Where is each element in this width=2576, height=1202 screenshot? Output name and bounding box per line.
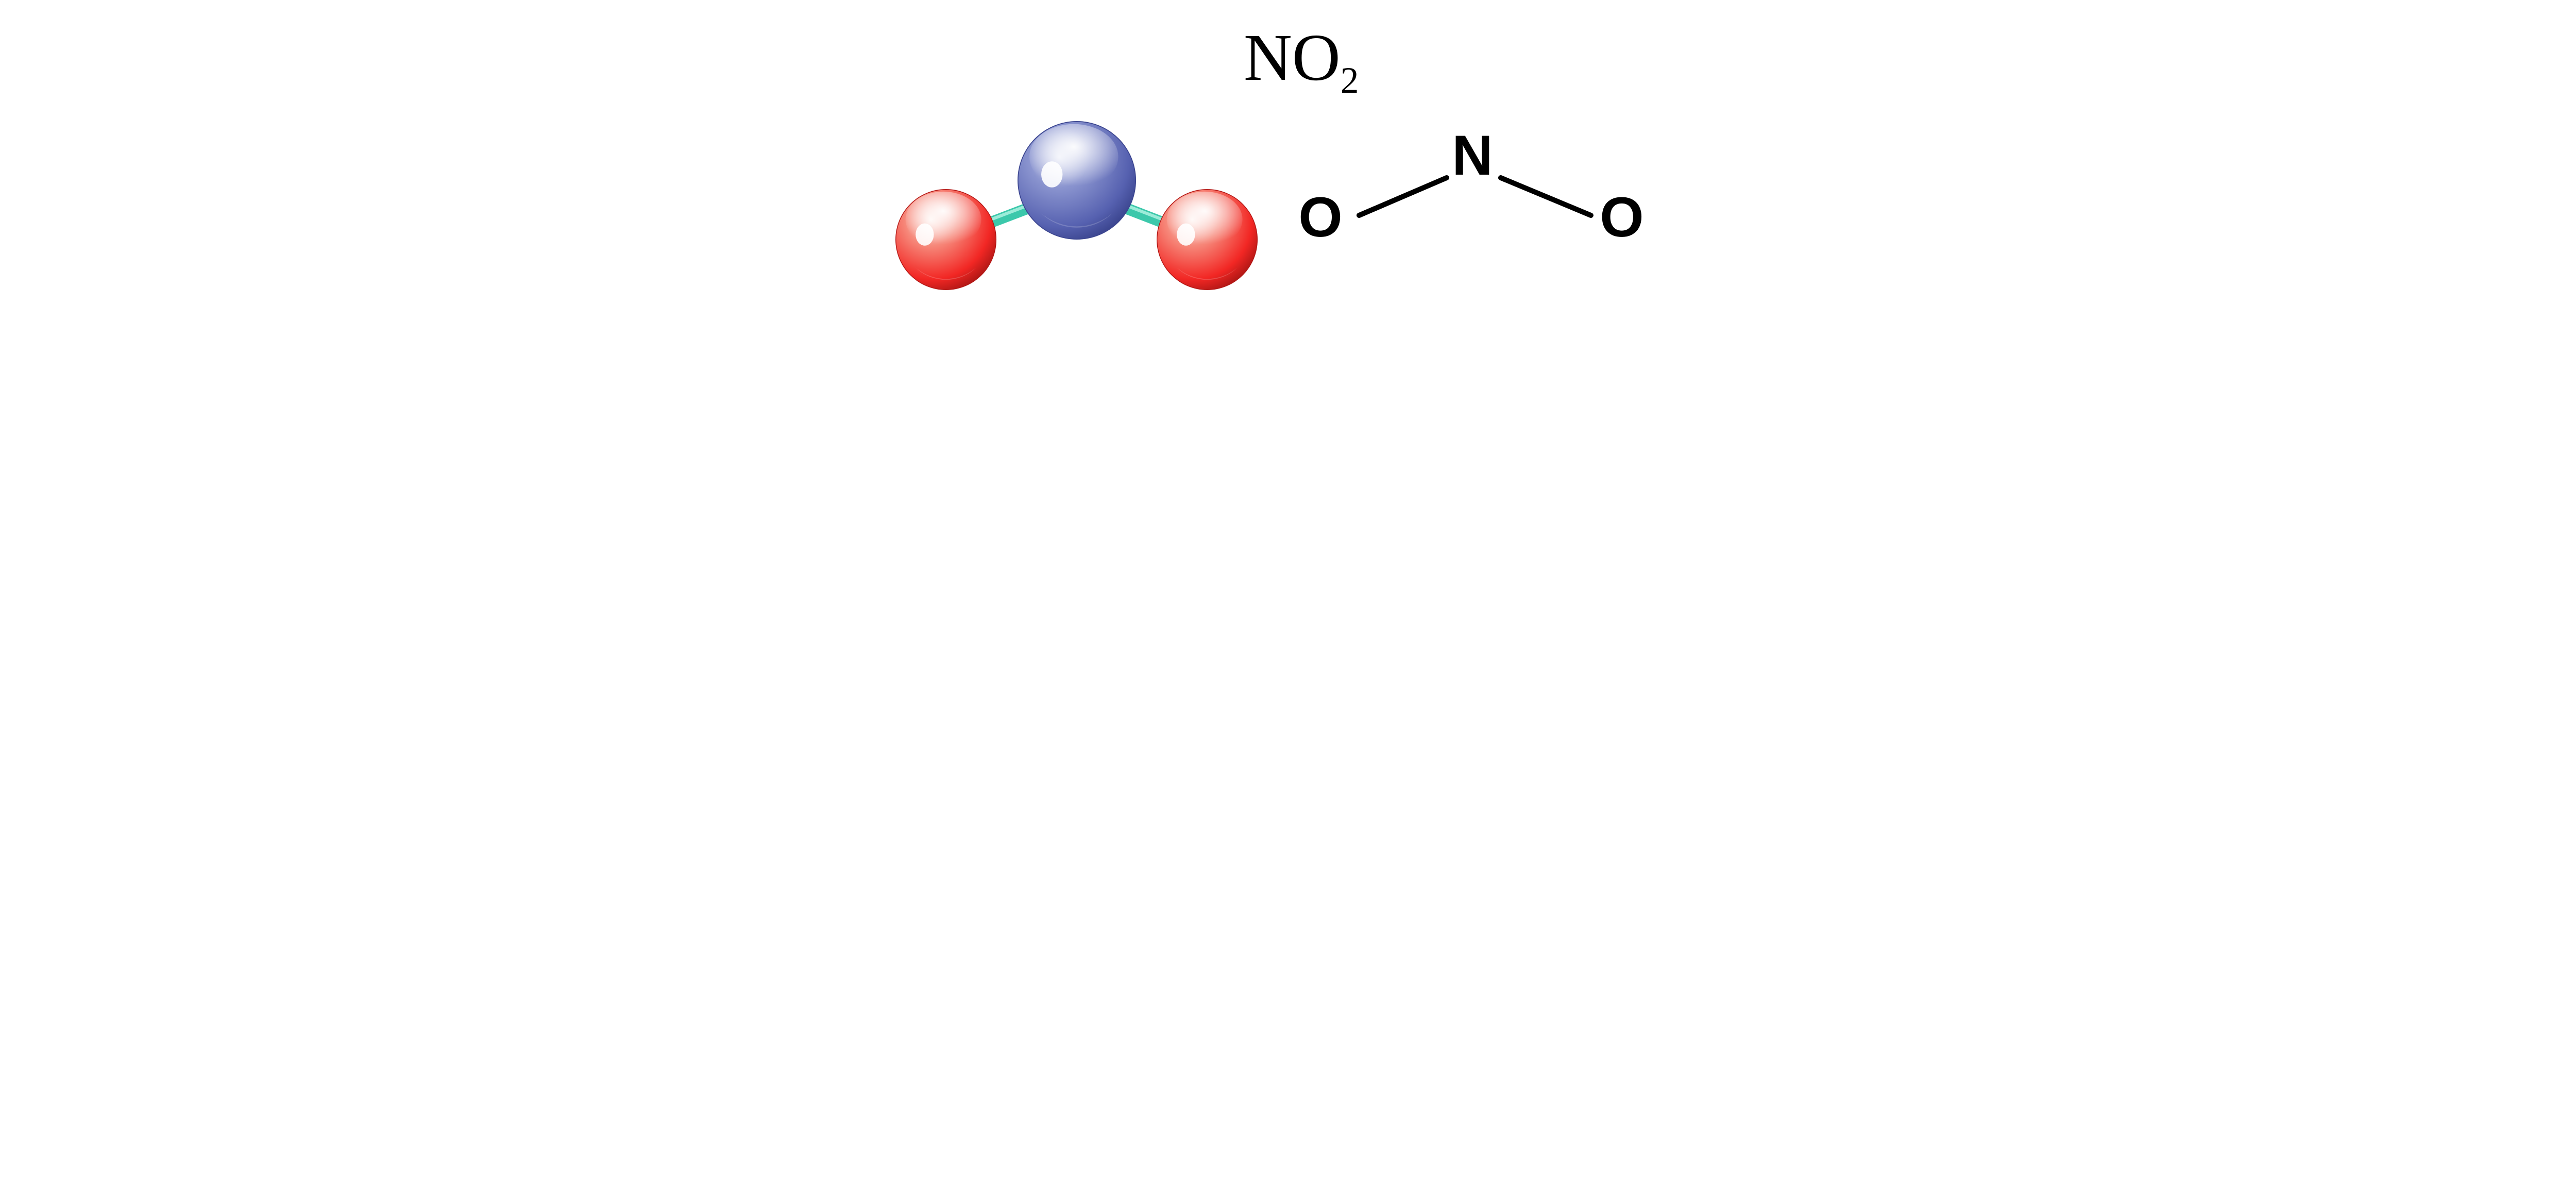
diagram-stage: NO2 ONO xyxy=(885,0,1691,320)
atom-label-O: O xyxy=(1298,185,1343,249)
atom-label-O: O xyxy=(1600,185,1644,249)
atom-oxygen-right xyxy=(1157,189,1258,290)
structural-bond xyxy=(1359,178,1447,215)
structural-formula: ONO xyxy=(1277,0,1691,320)
structural-bond xyxy=(1501,178,1591,215)
molecule-3d xyxy=(885,0,1277,320)
atom-oxygen-left xyxy=(895,189,996,290)
atom-label-N: N xyxy=(1452,124,1493,187)
atoms-group xyxy=(895,121,1258,290)
atom-nitrogen-center xyxy=(1018,121,1136,240)
structural-atoms: ONO xyxy=(1298,124,1643,249)
